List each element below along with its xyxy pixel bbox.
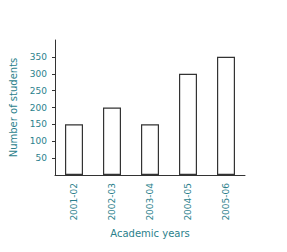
svg-text:300: 300 <box>30 69 47 79</box>
svg-text:350: 350 <box>30 52 47 62</box>
svg-text:150: 150 <box>30 119 47 129</box>
svg-text:2005-06: 2005-06 <box>221 183 231 221</box>
svg-text:Number of students: Number of students <box>8 58 19 158</box>
svg-text:Academic years: Academic years <box>110 228 190 239</box>
svg-text:2002-03: 2002-03 <box>107 183 117 221</box>
svg-text:250: 250 <box>30 86 47 96</box>
svg-text:2001-02: 2001-02 <box>69 183 79 221</box>
svg-text:2004-05: 2004-05 <box>183 183 193 221</box>
svg-text:200: 200 <box>30 103 47 113</box>
svg-text:100: 100 <box>30 136 47 146</box>
svg-text:2003-04: 2003-04 <box>145 183 155 221</box>
svg-text:50: 50 <box>36 153 48 163</box>
